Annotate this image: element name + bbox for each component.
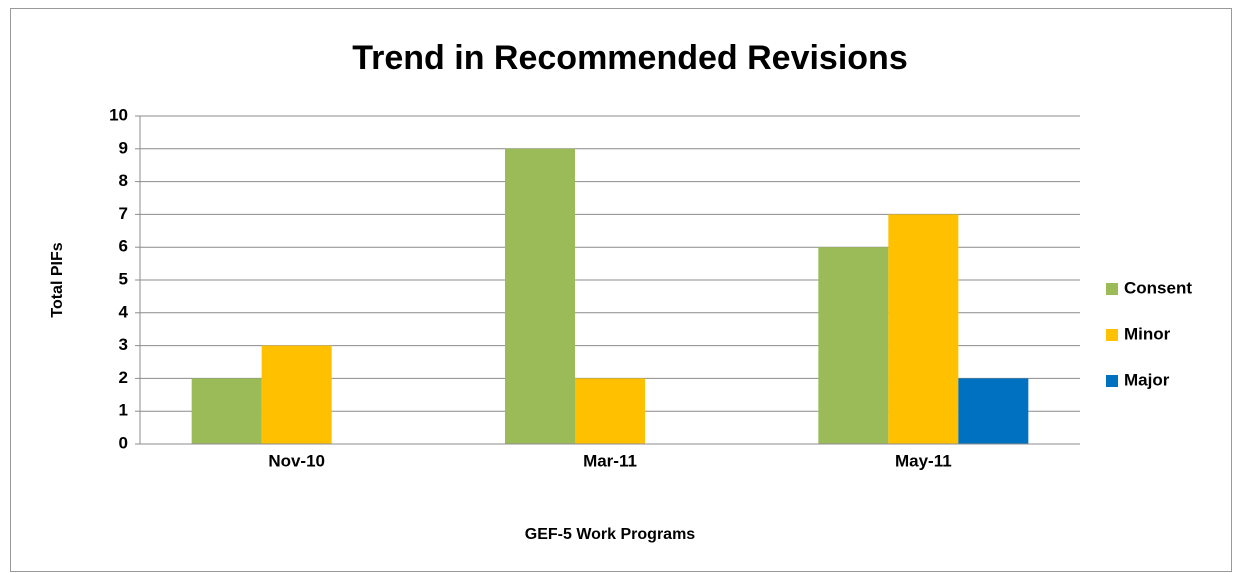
y-tick-label: 5 <box>119 269 128 288</box>
y-tick-label: 6 <box>119 237 128 256</box>
y-tick-label: 7 <box>119 204 128 223</box>
bar <box>505 148 575 445</box>
y-tick-label: 2 <box>119 368 128 387</box>
y-tick-label: 10 <box>109 105 128 124</box>
chart-title: Trend in Recommended Revisions <box>352 39 907 77</box>
bar <box>818 247 889 444</box>
y-axis-title: Total PIFs <box>49 242 66 317</box>
x-tick-label: Mar-11 <box>583 451 637 470</box>
x-axis-title: GEF-5 Work Programs <box>525 526 696 543</box>
y-tick-label: 9 <box>119 138 128 157</box>
legend-swatch <box>1106 329 1118 341</box>
y-tick-label: 1 <box>119 401 128 420</box>
x-tick-label: Nov-10 <box>268 451 325 470</box>
chart-border <box>10 8 1232 572</box>
bar <box>191 378 262 444</box>
legend-swatch <box>1106 375 1118 387</box>
bar <box>958 378 1029 444</box>
legend-swatch <box>1106 283 1118 295</box>
y-tick-label: 4 <box>119 302 129 321</box>
legend-label: Consent <box>1124 278 1192 297</box>
legend-label: Minor <box>1124 324 1171 343</box>
bar <box>888 214 959 444</box>
bar <box>575 378 645 444</box>
legend-label: Major <box>1124 370 1170 389</box>
y-tick-label: 8 <box>119 171 128 190</box>
y-tick-label: 0 <box>119 433 128 452</box>
bar <box>261 345 332 444</box>
y-tick-label: 3 <box>119 335 128 354</box>
x-tick-label: May-11 <box>895 451 952 470</box>
